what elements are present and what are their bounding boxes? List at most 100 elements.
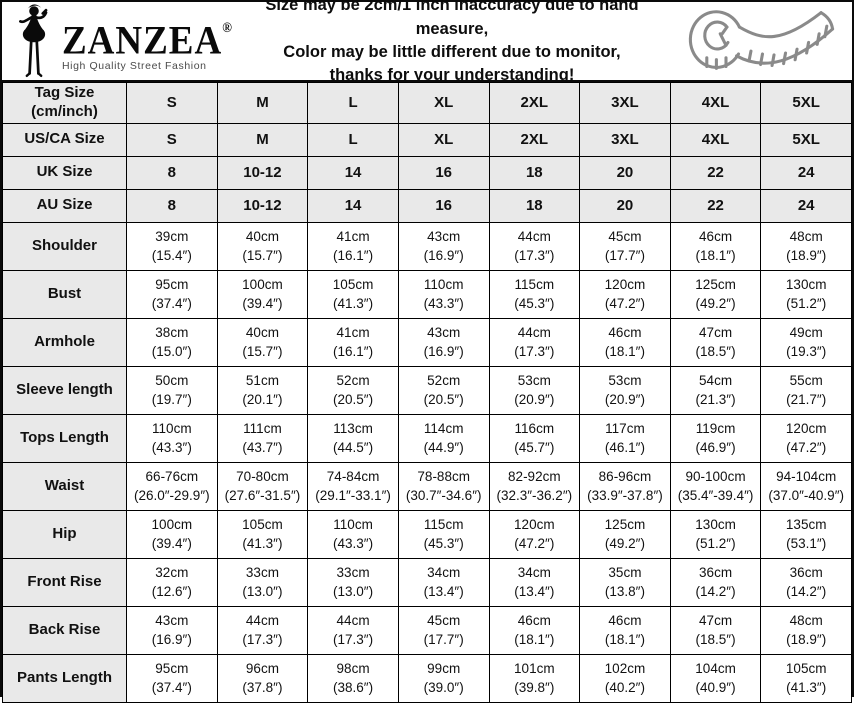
row-label: Tag Size (cm/inch) bbox=[2, 82, 127, 124]
brand-header: ZANZEA® High Quality Street Fashion Size… bbox=[2, 2, 852, 82]
measurement-row: Tops Length 110cm (43.3″) 111cm (43.7″) 113cm… bbox=[2, 413, 852, 463]
notice-line-3: thanks for your understanding! bbox=[329, 66, 575, 82]
size-cell: S bbox=[126, 82, 218, 124]
row-label: Bust bbox=[2, 269, 127, 319]
size-header-row: AU Size 8 10-12 14 16 18 20 22 24 bbox=[2, 188, 852, 223]
measurement-cell: 43cm (16.9″) bbox=[397, 317, 490, 367]
measurement-cell: 110cm (43.3″) bbox=[126, 413, 218, 463]
measurement-cell: 48cm (18.9″) bbox=[760, 605, 852, 655]
measurement-cell: 35cm (13.8″) bbox=[579, 557, 671, 607]
size-cell: 8 bbox=[126, 188, 218, 223]
measurement-cell: 36cm (14.2″) bbox=[760, 557, 852, 607]
size-chart-table: Tag Size (cm/inch) S M L XL 2XL 3XL 4XL 5XL US/CA … bbox=[2, 82, 852, 703]
size-cell: 16 bbox=[397, 188, 490, 223]
measurement-cell: 41cm (16.1″) bbox=[307, 221, 399, 271]
measurement-row: Front Rise 32cm (12.6″) 33cm (13.0″) 33cm (13.… bbox=[2, 557, 852, 607]
measurement-cell: 45cm (17.7″) bbox=[397, 605, 490, 655]
registered-mark: ® bbox=[222, 18, 232, 36]
size-cell: 4XL bbox=[669, 82, 762, 124]
notice-line-1: Size may be 2cm/1 inch inaccuracy due to… bbox=[265, 2, 639, 38]
measurement-cell: 119cm (46.9″) bbox=[669, 413, 762, 463]
row-label: Shoulder bbox=[2, 221, 127, 271]
size-header-row: US/CA Size S M L XL 2XL 3XL 4XL 5XL bbox=[2, 122, 852, 157]
measurement-cell: 78-88cm (30.7″-34.6″) bbox=[397, 461, 490, 511]
brand-name: ZANZEA® bbox=[62, 8, 232, 61]
measurement-row: Sleeve length 50cm (19.7″) 51cm (20.1″) 52cm(… bbox=[2, 365, 852, 415]
measurement-cell: 39cm (15.4″) bbox=[126, 221, 218, 271]
measurement-cell: 117cm (46.1″) bbox=[579, 413, 671, 463]
row-label: Tops Length bbox=[2, 413, 127, 463]
measurement-cell: 110cm (43.3″) bbox=[397, 269, 490, 319]
measurement-cell: 94-104cm (37.0″-40.9″) bbox=[760, 461, 852, 511]
measurement-row: Back Rise 43cm (16.9″) 44cm (17.3″) 44cm (17.3… bbox=[2, 605, 852, 655]
size-cell: 16 bbox=[397, 155, 490, 190]
size-cell: 20 bbox=[579, 188, 671, 223]
measurement-cell: 99cm (39.0″) bbox=[397, 653, 490, 703]
measuring-tape-icon bbox=[688, 10, 835, 70]
row-label: Pants Length bbox=[2, 653, 127, 703]
size-cell: M bbox=[216, 82, 309, 124]
measurement-cell: 105cm (41.3″) bbox=[760, 653, 852, 703]
size-cell: L bbox=[307, 122, 399, 157]
measurement-cell: 102cm (40.2″) bbox=[579, 653, 671, 703]
size-cell: 14 bbox=[307, 188, 399, 223]
measurement-cell: 66-76cm (26.0″-29.9″) bbox=[126, 461, 218, 511]
size-cell: 4XL bbox=[669, 122, 762, 157]
measurement-cell: 130cm (51.2″) bbox=[669, 509, 762, 559]
measurement-cell: 44cm (17.3″) bbox=[488, 221, 581, 271]
size-cell: 3XL bbox=[579, 82, 671, 124]
measurement-cell: 113cm (44.5″) bbox=[307, 413, 399, 463]
measurement-cell: 130cm (51.2″) bbox=[760, 269, 852, 319]
measurement-cell: 41cm (16.1″) bbox=[307, 317, 399, 367]
row-label: Armhole bbox=[2, 317, 127, 367]
row-label: Front Rise bbox=[2, 557, 127, 607]
brand-logo: ZANZEA® High Quality Street Fashion bbox=[2, 2, 232, 80]
measurement-cell: 49cm (19.3″) bbox=[760, 317, 852, 367]
size-cell: 5XL bbox=[760, 122, 852, 157]
measurement-cell: 120cm (47.2″) bbox=[579, 269, 671, 319]
measurement-row: Hip 100cm (39.4″) 105cm (41.3″) 110cm (43.3″) 1… bbox=[2, 509, 852, 559]
measurement-cell: 44cm (17.3″) bbox=[216, 605, 309, 655]
size-cell: S bbox=[126, 122, 218, 157]
size-cell: 10-12 bbox=[216, 155, 309, 190]
size-cell: 10-12 bbox=[216, 188, 309, 223]
measurement-cell: 43cm (16.9″) bbox=[126, 605, 218, 655]
measurement-cell: 47cm (18.5″) bbox=[669, 605, 762, 655]
measurement-cell: 44cm (17.3″) bbox=[307, 605, 399, 655]
size-cell: XL bbox=[397, 122, 490, 157]
measurement-cell: 55cm (21.7″) bbox=[760, 365, 852, 415]
measurement-cell: 43cm (16.9″) bbox=[397, 221, 490, 271]
measurement-cell: 105cm (41.3″) bbox=[216, 509, 309, 559]
measurement-cell: 82-92cm (32.3″-36.2″) bbox=[488, 461, 581, 511]
measurement-cell: 116cm (45.7″) bbox=[488, 413, 581, 463]
measurement-cell: 52cm (20.5″) bbox=[397, 365, 490, 415]
measurement-row: Armhole 38cm (15.0″) 40cm (15.7″) 41cm (16.1″)… bbox=[2, 317, 852, 367]
size-cell: 18 bbox=[488, 188, 581, 223]
size-cell: 2XL bbox=[488, 82, 581, 124]
measurement-cell: 40cm (15.7″) bbox=[216, 221, 309, 271]
size-cell: 24 bbox=[760, 155, 852, 190]
measurement-cell: 114cm (44.9″) bbox=[397, 413, 490, 463]
measurement-cell: 120cm (47.2″) bbox=[760, 413, 852, 463]
measurement-cell: 38cm (15.0″) bbox=[126, 317, 218, 367]
measurement-cell: 105cm (41.3″) bbox=[307, 269, 399, 319]
measurement-cell: 110cm (43.3″) bbox=[307, 509, 399, 559]
measurement-cell: 33cm (13.0″) bbox=[216, 557, 309, 607]
measurement-cell: 54cm (21.3″) bbox=[669, 365, 762, 415]
measurement-cell: 52cm (20.5″) bbox=[307, 365, 399, 415]
measurement-cell: 95cm (37.4″) bbox=[126, 269, 218, 319]
row-label: US/CA Size bbox=[2, 122, 127, 157]
measurement-cell: 45cm (17.7″) bbox=[579, 221, 671, 271]
measurement-cell: 46cm (18.1″) bbox=[579, 317, 671, 367]
measurement-cell: 125cm (49.2″) bbox=[669, 269, 762, 319]
measurement-cell: 115cm (45.3″) bbox=[397, 509, 490, 559]
row-label: AU Size bbox=[2, 188, 127, 223]
measurement-cell: 34cm (13.4″) bbox=[397, 557, 490, 607]
measurement-cell: 104cm (40.9″) bbox=[669, 653, 762, 703]
measurement-cell: 53cm (20.9″) bbox=[488, 365, 581, 415]
size-header-row: UK Size 8 10-12 14 16 18 20 22 24 bbox=[2, 155, 852, 190]
woman-silhouette-icon bbox=[19, 4, 48, 77]
measurement-cell: 46cm (18.1″) bbox=[488, 605, 581, 655]
size-cell: 24 bbox=[760, 188, 852, 223]
measurement-cell: 101cm (39.8″) bbox=[488, 653, 581, 703]
